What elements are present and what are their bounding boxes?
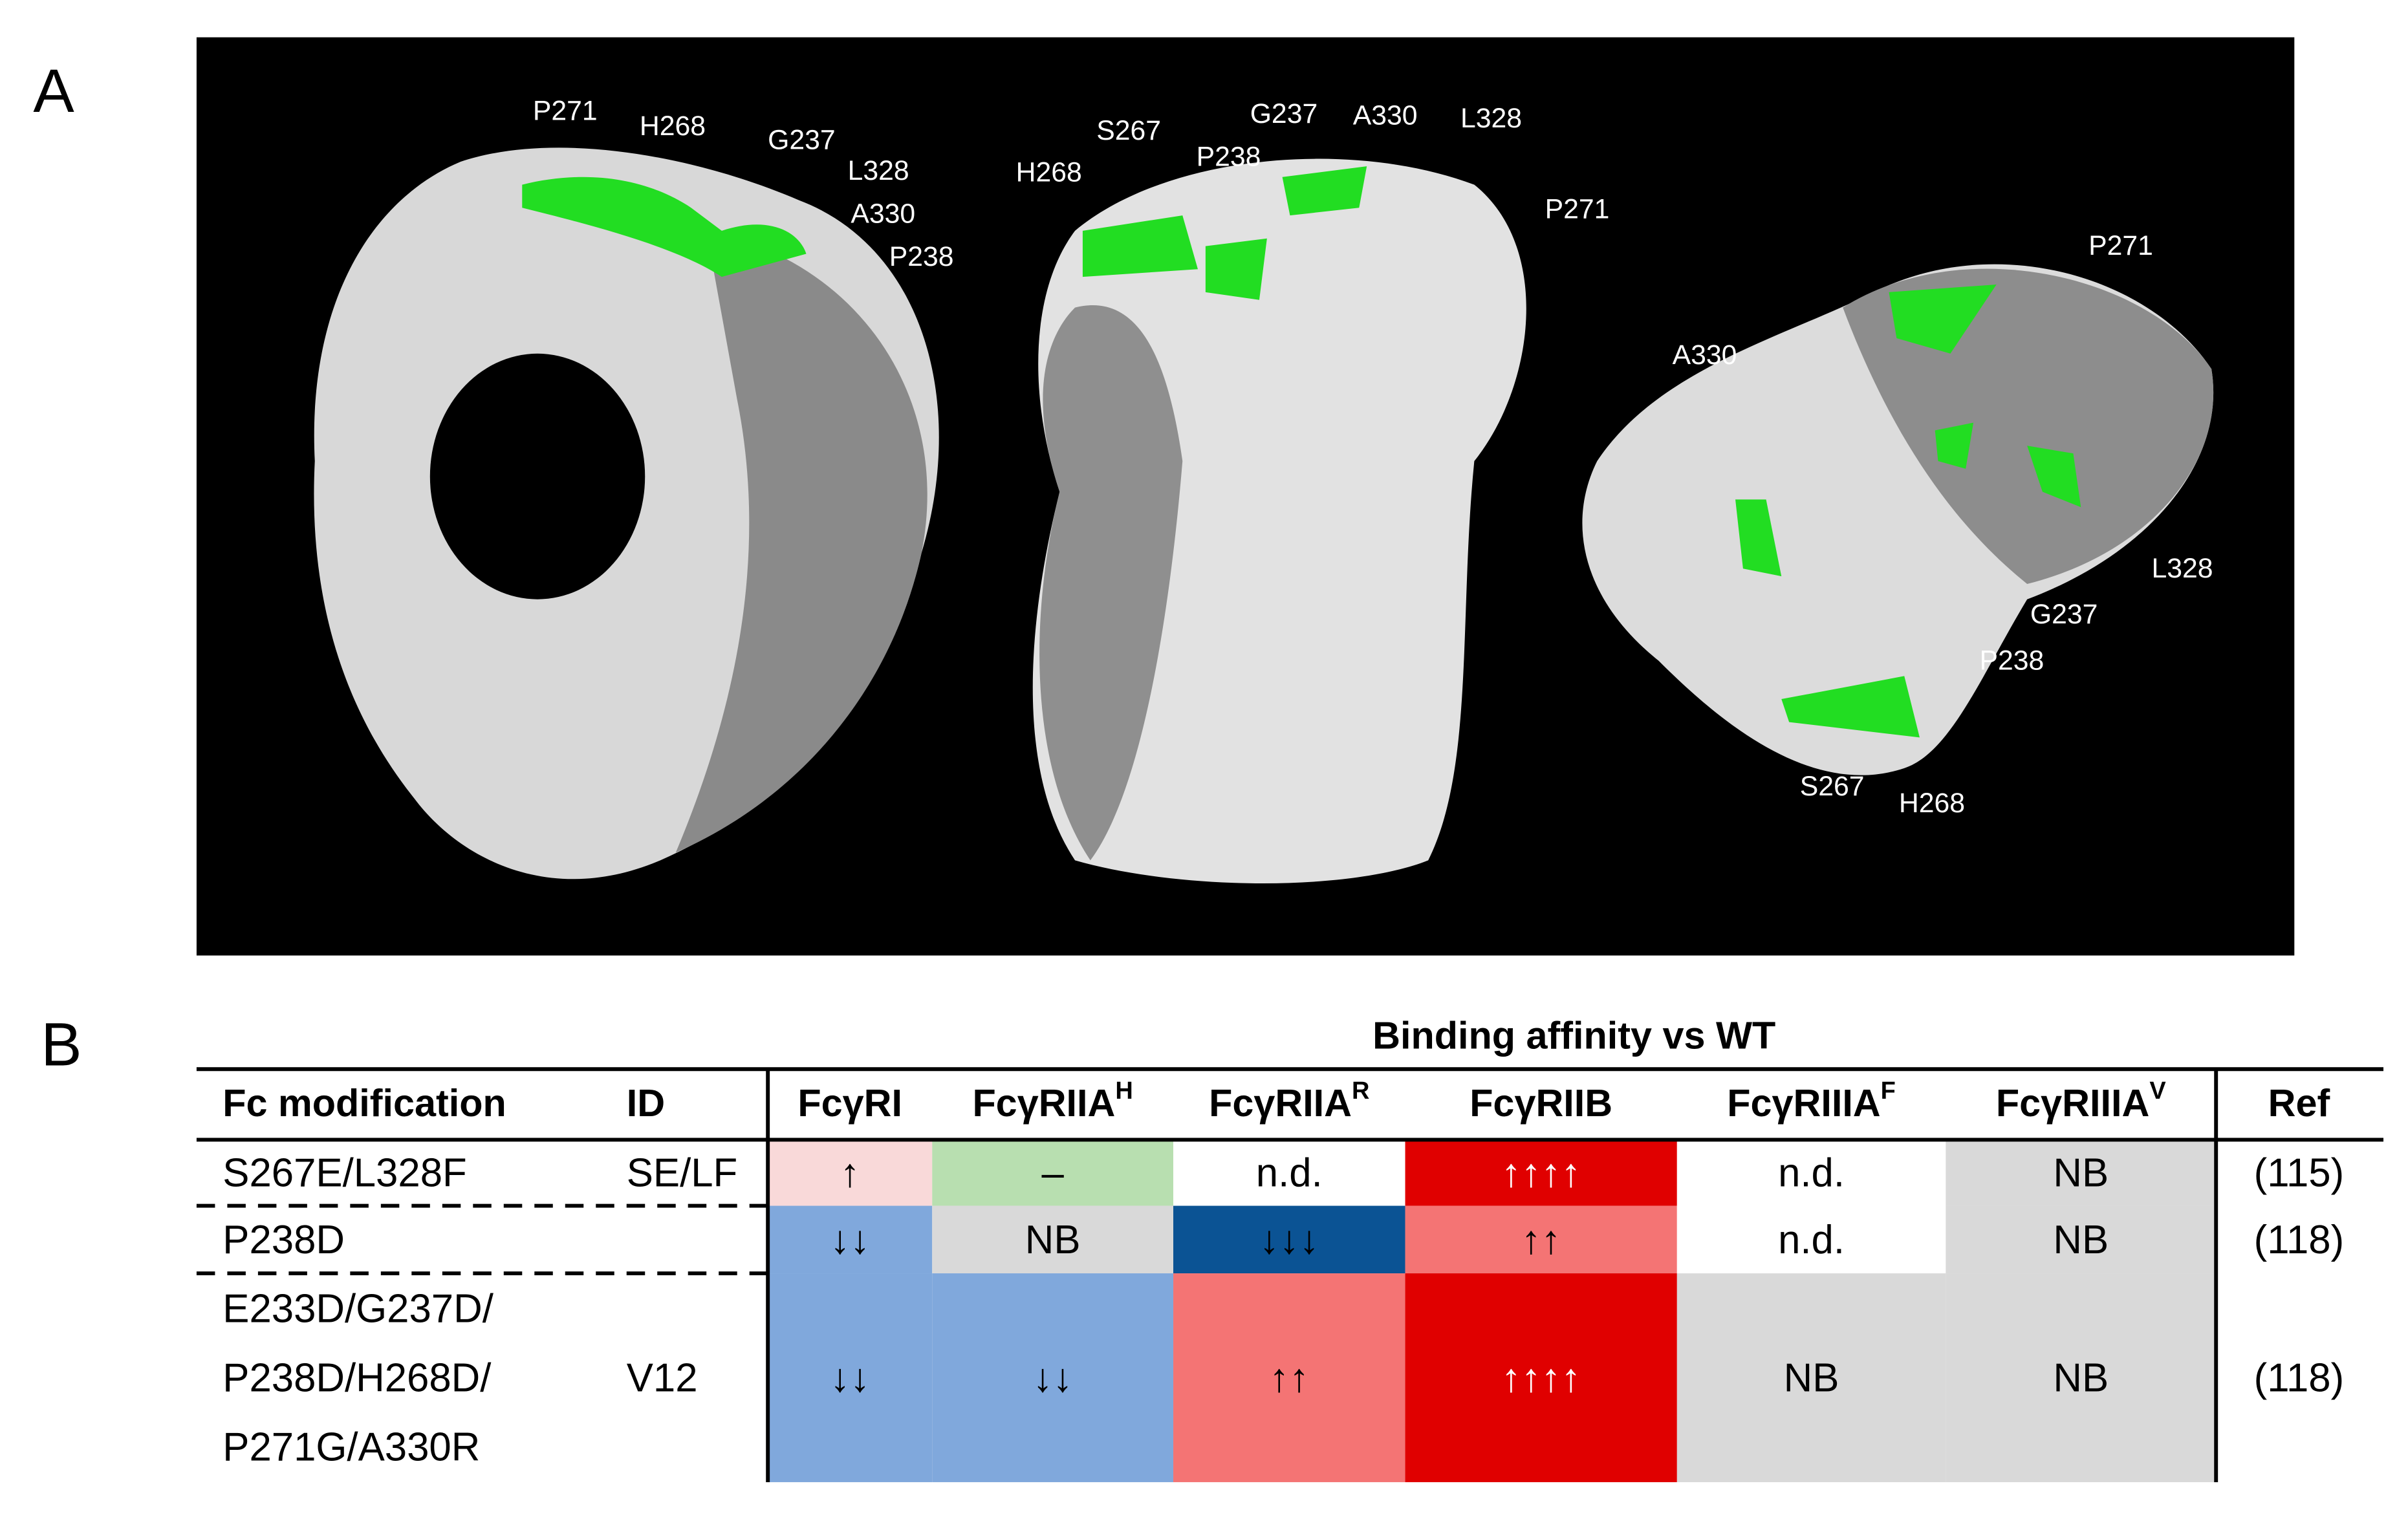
modification: P271G/A330R xyxy=(222,1425,480,1469)
table-cell xyxy=(1676,1139,1946,1206)
table-cell xyxy=(1405,1139,1677,1206)
residue-label: G237 xyxy=(768,124,836,155)
cell-value: NB xyxy=(2053,1218,2109,1262)
panel-label: A xyxy=(33,57,74,125)
column-header: Fc modification xyxy=(222,1081,506,1125)
table-cell xyxy=(1946,1205,2217,1274)
table-cell xyxy=(932,1273,1174,1482)
cell-value: n.d. xyxy=(1256,1151,1323,1196)
column-header: FcγRIIIAF xyxy=(1727,1077,1896,1125)
table-cell xyxy=(768,1205,933,1274)
cell-value: NB xyxy=(2053,1151,2109,1196)
residue-label: H268 xyxy=(1016,156,1082,188)
column-header-superscript: R xyxy=(1352,1077,1369,1105)
residue-label: H268 xyxy=(640,111,706,142)
cell-value: ↑↑↑↑ xyxy=(1501,1151,1581,1196)
table-cell xyxy=(1676,1273,1946,1482)
residue-label: P238 xyxy=(889,241,954,272)
residue-label: G237 xyxy=(2030,599,2098,630)
modification: S267E/L328F xyxy=(222,1151,466,1196)
column-header-text: Ref xyxy=(2268,1081,2330,1125)
cell-value: – xyxy=(1041,1151,1064,1196)
cell-value: NB xyxy=(2053,1356,2109,1401)
column-header-superscript: F xyxy=(1881,1077,1896,1105)
column-header: ID xyxy=(627,1081,665,1125)
residue-label: G237 xyxy=(1250,98,1318,129)
cell-value: NB xyxy=(1784,1356,1839,1401)
column-header-text: FcγRIIA xyxy=(972,1081,1115,1125)
table-group-header: Binding affinity vs WT xyxy=(1372,1013,1775,1057)
residue-label: A330 xyxy=(1353,100,1418,131)
column-header: FcγRIIAH xyxy=(972,1077,1133,1125)
protein-surface-view-3 xyxy=(1582,264,2214,775)
cell-value: ↑↑↑↑ xyxy=(1501,1356,1581,1401)
modification: E233D/G237D/ xyxy=(222,1287,494,1332)
column-header: FcγRIIIAV xyxy=(1996,1077,2166,1125)
column-header-superscript: V xyxy=(2149,1077,2166,1105)
residue-label: L328 xyxy=(848,155,909,186)
residue-label: P271 xyxy=(1545,193,1610,224)
residue-label: P271 xyxy=(2088,230,2153,261)
cell-value: ↓↓ xyxy=(1033,1356,1073,1401)
table-cell xyxy=(932,1139,1174,1206)
reference: (118) xyxy=(2254,1356,2345,1401)
residue-label: S267 xyxy=(1096,115,1161,146)
affinity-table: Binding affinity vs WT Fc modification ID F… xyxy=(196,1013,2384,1482)
table-cell xyxy=(1173,1139,1405,1206)
column-header-text: Fc modification xyxy=(222,1081,506,1125)
reference: (115) xyxy=(2254,1151,2345,1196)
column-header-text: FcγRIIIA xyxy=(1996,1081,2149,1125)
panel-label: B xyxy=(41,1010,81,1079)
column-header-text: FcγRIIA xyxy=(1209,1081,1352,1125)
column-header: Ref xyxy=(2268,1081,2330,1125)
table-cell xyxy=(1676,1205,1946,1274)
table-cell xyxy=(768,1139,933,1206)
cell-value: NB xyxy=(1025,1218,1081,1262)
residue-label: S267 xyxy=(1800,771,1865,802)
table-cell xyxy=(932,1205,1174,1274)
table-cell xyxy=(768,1273,933,1482)
residue-label: L328 xyxy=(1460,103,1522,134)
table-cell xyxy=(1173,1273,1405,1482)
cell-value: n.d. xyxy=(1778,1218,1845,1262)
residue-label: H268 xyxy=(1899,788,1965,819)
modification: P238D/H268D/ xyxy=(222,1356,492,1401)
modification: P238D xyxy=(222,1218,345,1262)
column-header: FcγRI xyxy=(797,1081,902,1125)
residue-label: P238 xyxy=(1197,142,1261,173)
residue-label: P271 xyxy=(533,95,598,126)
table-cell xyxy=(1405,1273,1677,1482)
column-header-text: FcγRI xyxy=(797,1081,902,1125)
table-cell xyxy=(1405,1205,1677,1274)
variant-id: V12 xyxy=(627,1356,698,1401)
residue-label: A330 xyxy=(1673,340,1737,371)
cell-value: ↓↓↓ xyxy=(1259,1218,1319,1262)
residue-label: A330 xyxy=(851,198,915,229)
table-cell xyxy=(1173,1205,1405,1274)
residue-labels: P271 H268 G237 L328 A330 P238 S267 H268 P238 G237… xyxy=(533,95,2213,819)
table-cell xyxy=(1946,1139,2217,1206)
column-header-text: FcγRIIB xyxy=(1470,1081,1612,1125)
protein-surface-view-2 xyxy=(1032,158,1526,883)
cell-value: ↑↑ xyxy=(1521,1218,1561,1262)
column-header-text: FcγRIIIA xyxy=(1727,1081,1880,1125)
cell-value: ↑↑ xyxy=(1269,1356,1309,1401)
column-header: FcγRIIAR xyxy=(1209,1077,1369,1125)
column-header-superscript: H xyxy=(1115,1077,1133,1105)
cell-value: ↑ xyxy=(840,1151,860,1196)
cell-value: ↓↓ xyxy=(830,1356,870,1401)
residue-label: L328 xyxy=(2151,553,2213,584)
protein-surface-view-1 xyxy=(314,147,939,879)
column-header: FcγRIIB xyxy=(1470,1081,1612,1125)
residue-label: P238 xyxy=(1980,645,2045,676)
variant-id: SE/LF xyxy=(627,1151,738,1196)
cell-value: n.d. xyxy=(1778,1151,1845,1196)
cell-value: ↓↓ xyxy=(830,1218,870,1262)
table-cell xyxy=(1946,1273,2217,1482)
column-header-text: ID xyxy=(627,1081,665,1125)
reference: (118) xyxy=(2254,1218,2345,1262)
